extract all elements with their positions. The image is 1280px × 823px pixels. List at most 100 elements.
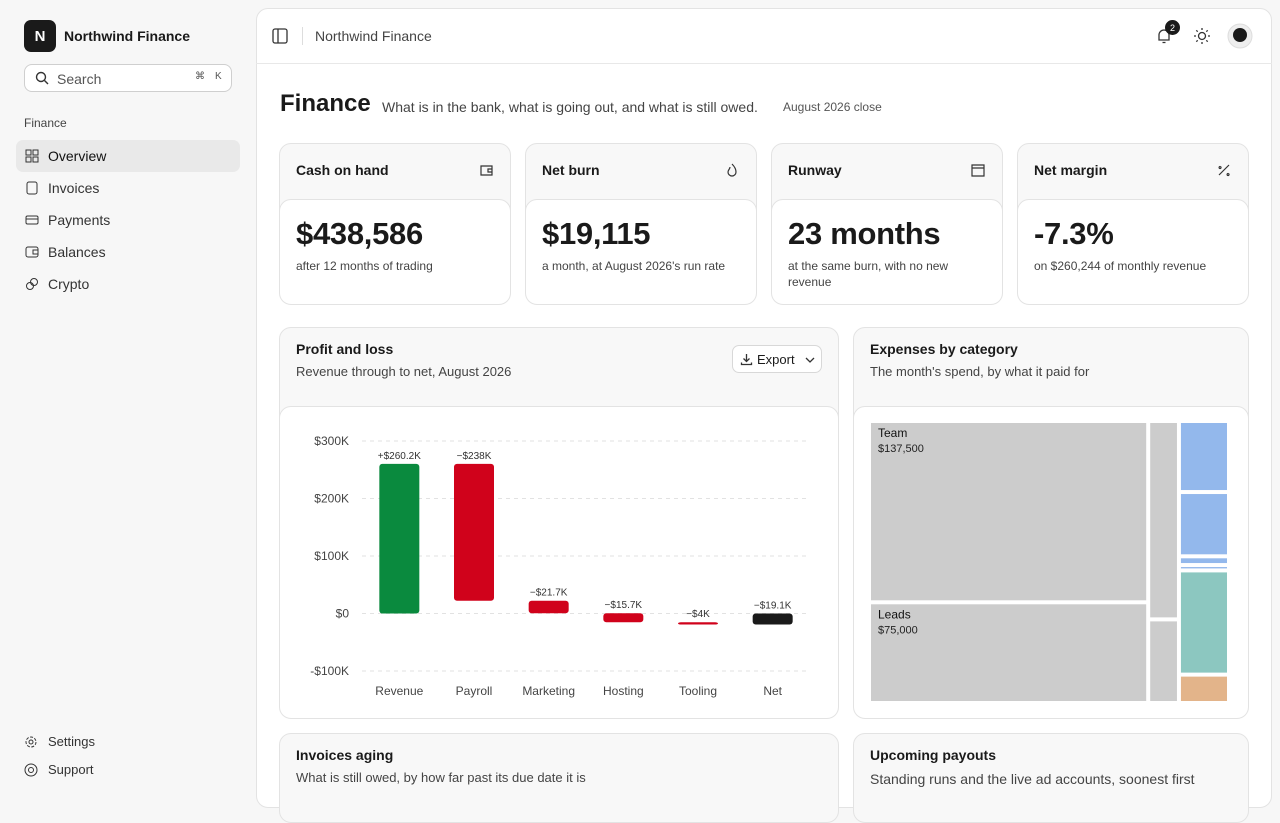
footer-label: Settings bbox=[48, 734, 95, 749]
bar bbox=[603, 613, 644, 623]
kpi-label: Cash on hand bbox=[296, 162, 389, 178]
kpi-icon bbox=[1218, 164, 1230, 177]
nav-item[interactable]: Payments bbox=[16, 204, 240, 236]
sidebar-toggle[interactable] bbox=[271, 27, 289, 45]
shortcut-key: K bbox=[215, 71, 222, 82]
footer-label: Support bbox=[48, 762, 94, 777]
treemap-cell bbox=[871, 604, 1147, 701]
card-subtitle: Standing runs and the live ad accounts, … bbox=[870, 771, 1195, 787]
cell-name: Leads bbox=[878, 607, 911, 621]
card-subtitle: The month's spend, by what it paid for bbox=[870, 364, 1090, 379]
kpi-value: $438,586 bbox=[296, 216, 423, 251]
treemap-cell bbox=[1180, 558, 1227, 564]
kpi-label: Net margin bbox=[1034, 162, 1108, 178]
brand-name[interactable]: Northwind Finance bbox=[64, 28, 190, 44]
chevron bbox=[805, 357, 815, 363]
kpi-body: -7.3% on $260,244 of monthly revenue bbox=[1018, 199, 1248, 304]
kpi-note: after 12 months of trading bbox=[296, 259, 433, 273]
kpi-card: Cash on hand $438,586 after 12 months of t… bbox=[279, 143, 511, 305]
bar bbox=[528, 600, 569, 614]
nav-label: Crypto bbox=[48, 276, 90, 292]
treemap-cell bbox=[1150, 423, 1177, 618]
nav-item[interactable]: Balances bbox=[16, 236, 240, 268]
kpi-note: on $260,244 of monthly revenue bbox=[1034, 259, 1207, 273]
y-tick-label: $200K bbox=[314, 492, 349, 506]
theme-toggle[interactable] bbox=[1193, 27, 1211, 45]
nav-icon bbox=[25, 215, 39, 225]
treemap-cell bbox=[1180, 572, 1227, 673]
value-label: +$260.2K bbox=[378, 451, 421, 462]
cell-name: Team bbox=[878, 426, 907, 440]
y-tick-label: -$100K bbox=[310, 664, 349, 678]
divider bbox=[302, 27, 303, 45]
pnl-card: Profit and loss Revenue through to net, … bbox=[279, 327, 839, 719]
card-title: Expenses by category bbox=[870, 341, 1018, 357]
icon-path bbox=[727, 163, 737, 177]
cell-value: $137,500 bbox=[878, 443, 924, 455]
y-tick-label: $100K bbox=[314, 549, 349, 563]
x-tick-label: Net bbox=[763, 684, 782, 698]
settings-link[interactable]: Settings bbox=[24, 734, 95, 749]
search-placeholder: Search bbox=[57, 71, 102, 87]
value-label: −$21.7K bbox=[530, 588, 568, 599]
y-tick-label: $300K bbox=[314, 434, 349, 448]
kpi-card: Runway 23 months at the same burn, with no… bbox=[771, 143, 1003, 305]
kpi-value: -7.3% bbox=[1034, 216, 1114, 251]
card-body bbox=[280, 406, 838, 718]
nav-item[interactable]: Crypto bbox=[16, 268, 240, 300]
value-label: −$15.7K bbox=[605, 600, 643, 611]
nav-item[interactable]: Overview bbox=[16, 140, 240, 172]
x-tick-label: Hosting bbox=[603, 684, 644, 698]
treemap-cell bbox=[1180, 676, 1227, 701]
kpi-icon bbox=[480, 165, 493, 176]
bar bbox=[379, 463, 420, 614]
kpi-body: $19,115 a month, at August 2026's run rat… bbox=[526, 199, 756, 304]
nav-icon bbox=[25, 149, 39, 163]
kpi-icon bbox=[971, 164, 985, 177]
nav-icon bbox=[26, 181, 38, 195]
bar bbox=[678, 622, 718, 625]
treemap-chart: Team $137,500 Leads $75,000 bbox=[871, 423, 1227, 701]
kpi-value: $19,115 bbox=[542, 216, 651, 251]
y-tick-label: $0 bbox=[336, 607, 350, 621]
page-title: Finance bbox=[280, 90, 371, 117]
nav-label: Overview bbox=[48, 148, 107, 164]
payouts-card: Upcoming payouts Standing runs and the l… bbox=[853, 733, 1249, 823]
kpi-body: 23 months at the same burn, with no new r… bbox=[772, 199, 1002, 304]
nav-item[interactable]: Invoices bbox=[16, 172, 240, 204]
support-link[interactable]: Support bbox=[24, 762, 94, 777]
brand-logo[interactable]: N bbox=[24, 20, 56, 52]
kpi-card: Net burn $19,115 a month, at August 2026's… bbox=[525, 143, 757, 305]
avatar[interactable] bbox=[1227, 23, 1253, 49]
search[interactable]: Search ⌘ K bbox=[24, 64, 232, 92]
notifications-icon[interactable] bbox=[1155, 27, 1173, 45]
icon-path bbox=[1218, 164, 1230, 177]
icon-path bbox=[971, 164, 985, 177]
card-title: Profit and loss bbox=[296, 341, 394, 357]
treemap-cell bbox=[1180, 567, 1227, 569]
section-label: Finance bbox=[24, 116, 67, 130]
icon-path bbox=[480, 165, 493, 176]
kpi-note: at the same burn, with no new revenue bbox=[788, 259, 949, 289]
notification-badge: 2 bbox=[1165, 20, 1180, 35]
export-button[interactable]: Export bbox=[732, 345, 822, 373]
cell-value: $75,000 bbox=[878, 624, 918, 636]
breadcrumb[interactable]: Northwind Finance bbox=[315, 28, 432, 44]
page: Finance *{box-sizing:border-box} body{ma… bbox=[16, 8, 1272, 823]
x-tick-label: Revenue bbox=[375, 684, 423, 698]
shortcut-key: ⌘ bbox=[195, 71, 205, 82]
download-icon bbox=[740, 354, 753, 366]
x-tick-label: Tooling bbox=[679, 684, 717, 698]
nav-label: Balances bbox=[48, 244, 106, 260]
nav-label: Invoices bbox=[48, 180, 100, 196]
treemap-cell bbox=[1180, 494, 1227, 555]
card-title: Invoices aging bbox=[296, 747, 394, 763]
kpi-label: Net burn bbox=[542, 162, 600, 178]
x-tick-label: Marketing bbox=[522, 684, 575, 698]
body: {"sidebar":{"brand_initial":"N","brand":… bbox=[16, 8, 1272, 823]
search-icon bbox=[35, 71, 49, 85]
topbar bbox=[256, 8, 1272, 64]
kpi-value: 23 months bbox=[788, 216, 941, 251]
card-subtitle: What is still owed, by how far past its … bbox=[296, 770, 586, 785]
value-label: −$19.1K bbox=[754, 601, 792, 612]
